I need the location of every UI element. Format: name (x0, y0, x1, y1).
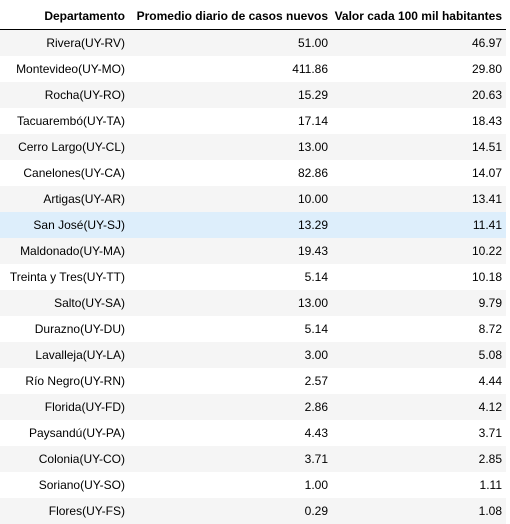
cell-departamento: Flores(UY-FS) (0, 498, 129, 524)
cell-promedio-diario: 13.00 (129, 290, 332, 316)
cell-valor-100mil: 4.44 (332, 368, 506, 394)
cell-promedio-diario: 5.14 (129, 264, 332, 290)
cell-valor-100mil: 29.80 (332, 56, 506, 82)
cell-departamento: Florida(UY-FD) (0, 394, 129, 420)
cell-departamento: Rocha(UY-RO) (0, 82, 129, 108)
cell-departamento: Maldonado(UY-MA) (0, 238, 129, 264)
cell-promedio-diario: 17.14 (129, 108, 332, 134)
cell-valor-100mil: 14.07 (332, 160, 506, 186)
cell-valor-100mil: 1.11 (332, 472, 506, 498)
cell-departamento: Lavalleja(UY-LA) (0, 342, 129, 368)
column-header-promedio-diario: Promedio diario de casos nuevos (129, 2, 332, 30)
cell-promedio-diario: 51.00 (129, 30, 332, 57)
cell-departamento: Treinta y Tres(UY-TT) (0, 264, 129, 290)
column-header-departamento: Departamento (0, 2, 129, 30)
cell-valor-100mil: 10.22 (332, 238, 506, 264)
cell-valor-100mil: 20.63 (332, 82, 506, 108)
cell-departamento: Paysandú(UY-PA) (0, 420, 129, 446)
cell-valor-100mil: 5.08 (332, 342, 506, 368)
cell-departamento: Artigas(UY-AR) (0, 186, 129, 212)
cell-departamento: Colonia(UY-CO) (0, 446, 129, 472)
cell-promedio-diario: 2.86 (129, 394, 332, 420)
cell-promedio-diario: 0.29 (129, 498, 332, 524)
cell-valor-100mil: 4.12 (332, 394, 506, 420)
cell-departamento: Cerro Largo(UY-CL) (0, 134, 129, 160)
cell-promedio-diario: 13.29 (129, 212, 332, 238)
cell-promedio-diario: 411.86 (129, 56, 332, 82)
cell-departamento: Durazno(UY-DU) (0, 316, 129, 342)
header-row: Departamento Promedio diario de casos nu… (0, 2, 506, 30)
cell-valor-100mil: 18.43 (332, 108, 506, 134)
cell-promedio-diario: 15.29 (129, 82, 332, 108)
cell-promedio-diario: 1.00 (129, 472, 332, 498)
cell-valor-100mil: 9.79 (332, 290, 506, 316)
cell-departamento: Soriano(UY-SO) (0, 472, 129, 498)
cell-promedio-diario: 2.57 (129, 368, 332, 394)
cell-valor-100mil: 8.72 (332, 316, 506, 342)
cell-valor-100mil: 10.18 (332, 264, 506, 290)
cell-valor-100mil: 46.97 (332, 30, 506, 57)
cell-departamento: Salto(UY-SA) (0, 290, 129, 316)
cell-departamento: Río Negro(UY-RN) (0, 368, 129, 394)
cell-valor-100mil: 14.51 (332, 134, 506, 160)
table-header: Departamento Promedio diario de casos nu… (0, 2, 506, 30)
cell-departamento: Tacuarembó(UY-TA) (0, 108, 129, 134)
cell-promedio-diario: 10.00 (129, 186, 332, 212)
cell-valor-100mil: 3.71 (332, 420, 506, 446)
cell-valor-100mil: 1.08 (332, 498, 506, 524)
cell-promedio-diario: 13.00 (129, 134, 332, 160)
cell-departamento: Rivera(UY-RV) (0, 30, 129, 57)
column-header-valor-100mil: Valor cada 100 mil habitantes (332, 2, 506, 30)
cell-valor-100mil: 2.85 (332, 446, 506, 472)
cell-promedio-diario: 5.14 (129, 316, 332, 342)
cell-departamento: Canelones(UY-CA) (0, 160, 129, 186)
cell-promedio-diario: 3.71 (129, 446, 332, 472)
cell-departamento: San José(UY-SJ) (0, 212, 129, 238)
cell-valor-100mil: 13.41 (332, 186, 506, 212)
cell-promedio-diario: 82.86 (129, 160, 332, 186)
cell-valor-100mil: 11.41 (332, 212, 506, 238)
cell-departamento: Montevideo(UY-MO) (0, 56, 129, 82)
cell-promedio-diario: 19.43 (129, 238, 332, 264)
cell-promedio-diario: 4.43 (129, 420, 332, 446)
cell-promedio-diario: 3.00 (129, 342, 332, 368)
